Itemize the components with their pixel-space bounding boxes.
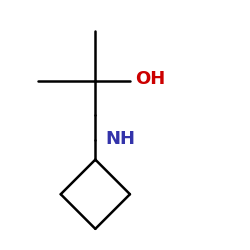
Text: OH: OH [135, 70, 165, 88]
Text: NH: NH [105, 130, 135, 148]
